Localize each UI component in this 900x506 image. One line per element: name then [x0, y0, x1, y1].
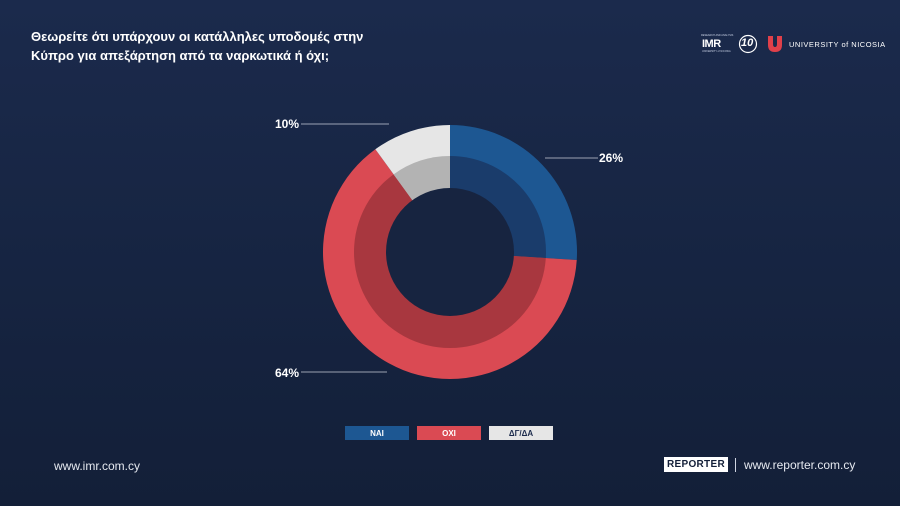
- anniversary-logo: 10: [738, 34, 758, 54]
- chart-legend: ΝΑΙ ΟΧΙ ΔΓ/ΔΑ: [345, 426, 553, 440]
- anniversary-ring-icon: [738, 34, 758, 54]
- data-labels: 26% 64% 10%: [275, 117, 623, 380]
- chart-title: Θεωρείτε ότι υπάρχουν οι κατάλληλες υποδ…: [31, 27, 431, 65]
- imr-website[interactable]: www.imr.com.cy: [54, 459, 141, 473]
- data-label-dg-da: 10%: [275, 117, 299, 131]
- unic-shield-icon: [768, 36, 782, 52]
- legend-item-nai: ΝΑΙ: [345, 426, 409, 440]
- legend-item-ochi: ΟΧΙ: [417, 426, 481, 440]
- imr-logo: RESEARCH AND ANALYSIS IMR UNIVERSITY of …: [701, 34, 733, 54]
- imr-logo-subtitle: UNIVERSITY of NICOSIA: [702, 50, 731, 53]
- title-line-1: Θεωρείτε ότι υπάρχουν οι κατάλληλες υποδ…: [31, 29, 364, 44]
- anniversary-number: 10: [741, 37, 754, 49]
- footer-divider: [734, 457, 736, 472]
- partner-logos: RESEARCH AND ANALYSIS IMR UNIVERSITY of …: [701, 33, 886, 55]
- reporter-website[interactable]: www.reporter.com.cy: [743, 457, 856, 472]
- data-label-ochi: 64%: [275, 366, 299, 380]
- unic-logo: UNIVERSITY of NICOSIA: [767, 35, 886, 53]
- label-leader-lines: [301, 123, 598, 373]
- reporter-logo: REPORTER: [664, 457, 728, 472]
- title-line-2: Κύπρο για απεξάρτηση από τα ναρκωτικά ή …: [31, 48, 330, 63]
- data-label-nai: 26%: [599, 151, 623, 165]
- donut-center: [386, 188, 514, 316]
- imr-logo-tagline: RESEARCH AND ANALYSIS: [701, 34, 734, 37]
- legend-item-dg-da: ΔΓ/ΔΑ: [489, 426, 553, 440]
- imr-logo-mark: IMR: [702, 38, 721, 50]
- reporter-footer: REPORTER www.reporter.com.cy: [664, 457, 855, 472]
- donut-hole: [386, 188, 514, 316]
- unic-logo-name: UNIVERSITY of NICOSIA: [789, 39, 886, 49]
